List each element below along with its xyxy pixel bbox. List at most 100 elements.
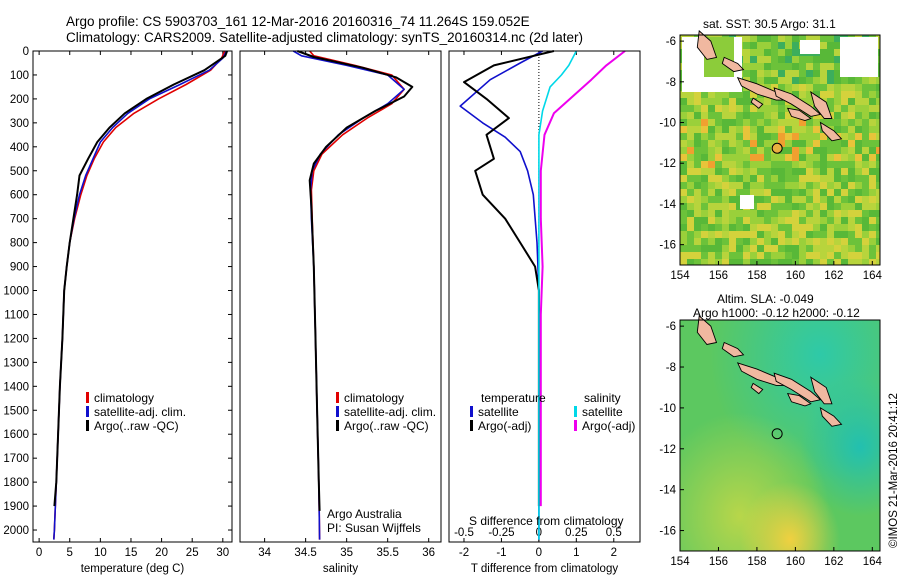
sst-cell (701, 161, 708, 168)
sst-cell (834, 259, 841, 265)
sst-cell (743, 119, 750, 126)
sst-cell (778, 126, 785, 133)
sst-cell (708, 224, 715, 231)
series-line-argo-adj- (463, 50, 555, 507)
sst-cell (848, 210, 855, 217)
sst-cell (757, 105, 764, 112)
y-tick-label: 1200 (3, 333, 29, 345)
sst-cell (792, 154, 799, 161)
series-line-argo-raw-qc- (297, 50, 414, 511)
sst-cell (869, 252, 876, 259)
sst-cell (785, 189, 792, 196)
sst-cell (680, 112, 687, 119)
sst-cell (694, 189, 701, 196)
sst-cell (827, 224, 834, 231)
sst-cell (771, 63, 778, 70)
sst-cell (813, 182, 820, 189)
sst-cell (785, 70, 792, 77)
sst-cell (771, 126, 778, 133)
sst-cell (743, 112, 750, 119)
sst-cell (687, 105, 694, 112)
x-tick-label: 34 (258, 547, 271, 559)
sst-cell (785, 182, 792, 189)
sst-cell (806, 133, 813, 140)
sst-cell (708, 126, 715, 133)
sst-cell (694, 210, 701, 217)
x-axis-label: salinity (323, 563, 358, 575)
sst-cell (757, 252, 764, 259)
sst-cell (778, 168, 785, 175)
sst-cell (806, 119, 813, 126)
sst-cell (680, 210, 687, 217)
x-tick-label: 154 (670, 556, 690, 568)
sst-cell (778, 42, 785, 49)
sst-cell (771, 252, 778, 259)
sst-cell (869, 175, 876, 182)
sst-cell (736, 182, 743, 189)
sst-cell (876, 203, 880, 210)
sst-cell (764, 35, 771, 42)
sst-cell (778, 119, 785, 126)
sst-cell (876, 98, 880, 105)
x-tick-label: 156 (709, 270, 728, 282)
sst-cell (827, 147, 834, 154)
sst-cell (806, 56, 813, 63)
series-line-climatology (309, 50, 405, 540)
sst-cell (750, 56, 757, 63)
sst-cell (820, 70, 827, 77)
sst-cell (729, 119, 736, 126)
sst-cell (806, 217, 813, 224)
sst-cell (841, 91, 848, 98)
sst-cell (687, 203, 694, 210)
sst-cell (813, 175, 820, 182)
sst-cell (771, 84, 778, 91)
sst-cell (708, 245, 715, 252)
sst-cell (687, 182, 694, 189)
sst-cell (841, 140, 848, 147)
sst-cell (855, 259, 862, 265)
sst-cell (750, 77, 757, 84)
sst-cell (792, 252, 799, 259)
sst-cell (694, 175, 701, 182)
sst-cell (715, 119, 722, 126)
sst-cell (708, 105, 715, 112)
sst-cell (771, 35, 778, 42)
sst-cell (729, 91, 736, 98)
sst-cell (855, 189, 862, 196)
sst-cell (806, 203, 813, 210)
sst-cell (778, 133, 785, 140)
sst-cell (834, 252, 841, 259)
sst-cell (876, 154, 880, 161)
sst-cell (799, 56, 806, 63)
sst-cell (715, 252, 722, 259)
sst-cell (855, 252, 862, 259)
sst-cell (743, 56, 750, 63)
sst-cell (750, 245, 757, 252)
sst-cell (876, 196, 880, 203)
sst-cell (764, 112, 771, 119)
sst-cell (848, 168, 855, 175)
sst-cell (876, 119, 880, 126)
sst-cell (862, 140, 869, 147)
x-tick-label: 160 (786, 556, 805, 568)
sst-cell (708, 238, 715, 245)
sst-cell (792, 168, 799, 175)
sst-cell (694, 168, 701, 175)
sst-cell (820, 238, 827, 245)
sst-cell (722, 175, 729, 182)
sst-cell (813, 217, 820, 224)
sst-cell (771, 203, 778, 210)
sst-cell (722, 259, 729, 265)
sst-cell (785, 203, 792, 210)
sst-cell (764, 182, 771, 189)
sst-cell (820, 217, 827, 224)
legend-swatch-magenta (574, 420, 577, 431)
sst-cell (848, 119, 855, 126)
y-tick-label: -16 (659, 526, 676, 538)
map-frame (679, 34, 881, 266)
sst-cell (834, 189, 841, 196)
island-shape (696, 314, 718, 345)
sst-cell (869, 217, 876, 224)
sst-cell (799, 77, 806, 84)
sst-cell (806, 245, 813, 252)
